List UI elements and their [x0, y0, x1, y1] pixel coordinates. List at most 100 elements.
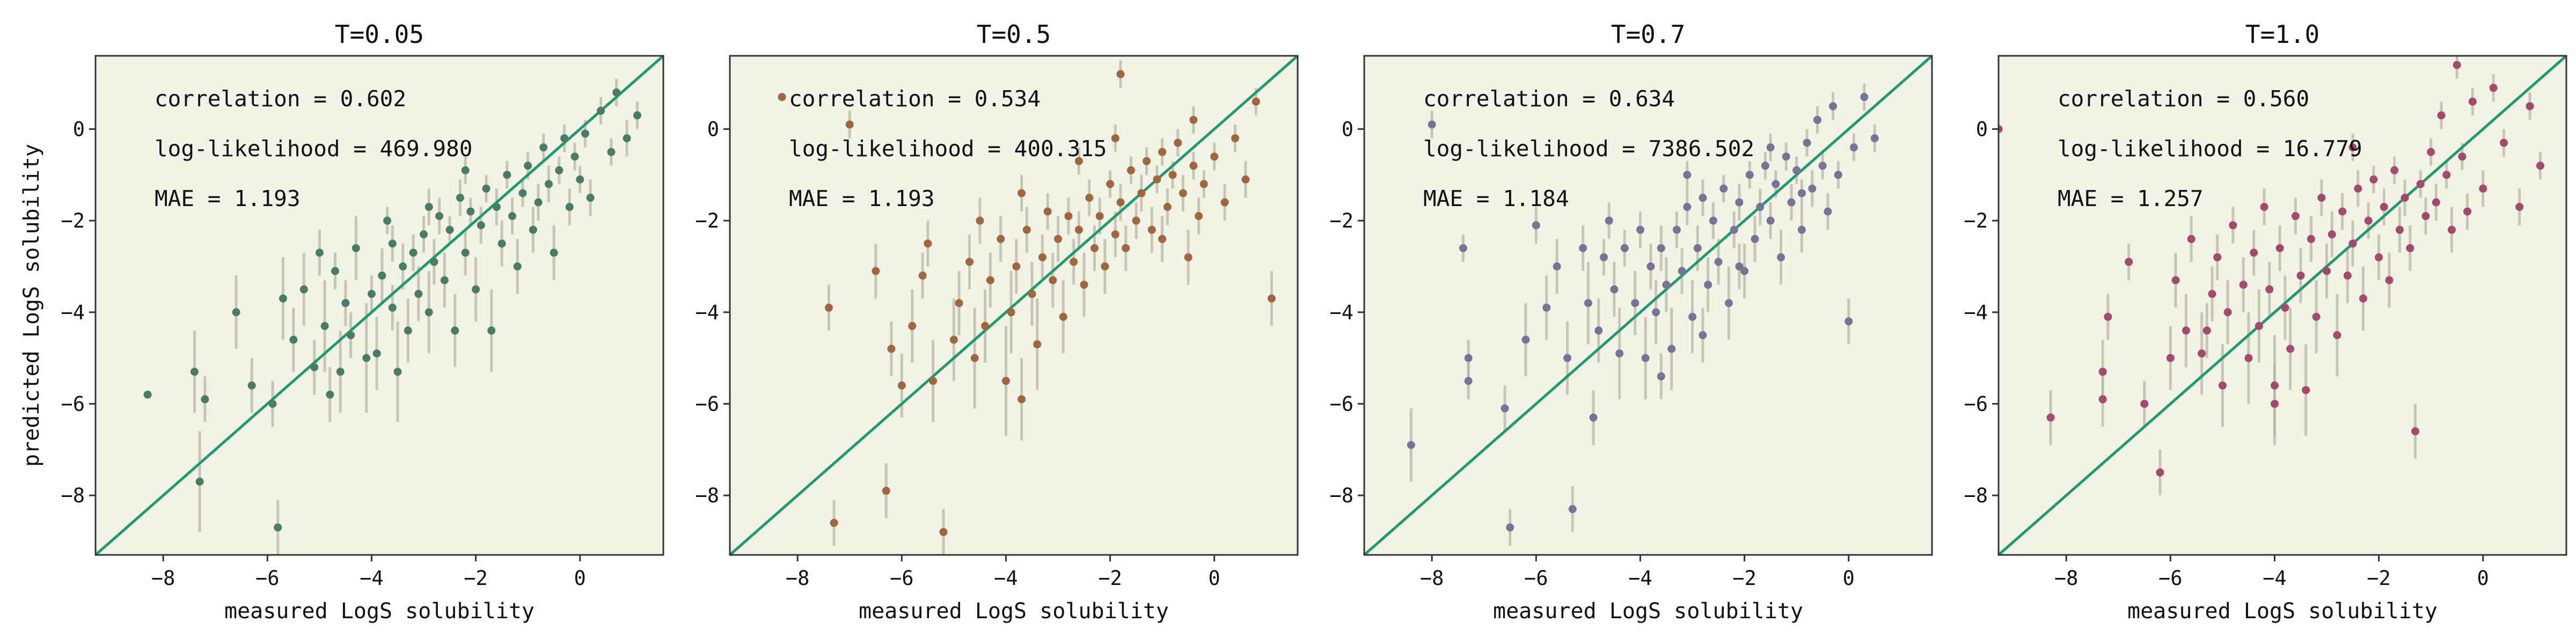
data-point: [555, 166, 564, 174]
panel-frame: [94, 55, 664, 556]
data-point: [1772, 180, 1780, 188]
data-point: [2275, 244, 2284, 252]
data-point: [939, 528, 948, 536]
data-point: [2333, 331, 2341, 339]
data-point: [2286, 345, 2295, 353]
data-point: [2281, 303, 2289, 312]
data-point: [2104, 312, 2112, 321]
data-point: [2182, 326, 2190, 335]
data-point: [633, 111, 641, 120]
y-tick-label: −2: [695, 209, 719, 232]
data-point: [824, 303, 833, 312]
data-point: [1018, 395, 1026, 404]
x-tick-label: −4: [1628, 567, 1652, 590]
x-tick-label: −6: [2158, 567, 2183, 590]
data-point: [2229, 221, 2237, 230]
data-point: [1464, 377, 1473, 385]
data-point: [1610, 285, 1619, 294]
data-point: [1022, 225, 1031, 234]
x-tick-label: −6: [255, 567, 280, 590]
data-point: [1189, 162, 1198, 170]
plot-area: [96, 56, 663, 555]
data-point: [1761, 162, 1769, 170]
data-point: [2500, 138, 2508, 147]
data-point: [2447, 225, 2456, 234]
data-point: [2323, 267, 2331, 275]
data-point: [1568, 505, 1577, 514]
data-point: [1521, 335, 1530, 344]
data-point: [362, 354, 371, 362]
y-tick-label: −6: [1964, 392, 1988, 415]
data-point: [1999, 125, 2003, 134]
panel-4: −8 −8 −6 −6 −4 −4 −2 −2 0 0 T=1.0 measured LogS sol…: [1964, 20, 2567, 624]
data-point: [1636, 225, 1644, 234]
data-point: [1646, 262, 1655, 270]
x-tick-label: 0: [1843, 567, 1855, 590]
data-point: [2406, 244, 2414, 252]
data-point: [1464, 354, 1473, 362]
log-likelihood-annotation: log-likelihood = 400.315: [789, 136, 1107, 162]
data-point: [336, 368, 345, 376]
x-tick-label: −4: [994, 567, 1018, 590]
data-point: [908, 321, 917, 330]
data-point: [2416, 180, 2425, 188]
data-point: [1792, 166, 1801, 174]
x-tick-label: −4: [360, 567, 384, 590]
data-point: [612, 88, 621, 97]
data-point: [1252, 97, 1260, 106]
log-likelihood-annotation: log-likelihood = 16.779: [2058, 136, 2362, 162]
data-point: [1106, 180, 1115, 188]
x-tick-label: −6: [1524, 567, 1548, 590]
data-point: [955, 299, 963, 308]
data-point: [1143, 157, 1151, 165]
data-point: [529, 225, 537, 234]
data-point: [1683, 203, 1692, 211]
data-point: [2302, 386, 2310, 394]
data-point: [2515, 203, 2524, 211]
data-point: [472, 285, 480, 294]
data-point: [1018, 189, 1026, 197]
y-tick-label: −4: [1329, 301, 1353, 324]
data-point: [2432, 198, 2440, 207]
data-point: [2343, 272, 2352, 280]
y-tick-label: 0: [73, 118, 85, 141]
y-tick-label: 0: [1342, 118, 1353, 141]
data-point: [1745, 171, 1754, 179]
y-tick-label: 0: [707, 118, 719, 141]
x-axis-label: measured LogS solubility: [2127, 599, 2438, 624]
data-point: [456, 193, 464, 202]
data-point: [1542, 303, 1551, 312]
y-tick-label: −8: [1329, 484, 1353, 507]
data-point: [2296, 272, 2305, 280]
data-point: [997, 235, 1005, 243]
data-point: [1428, 120, 1436, 129]
data-point: [1631, 299, 1640, 308]
data-point: [1860, 93, 1869, 101]
data-point: [1090, 244, 1099, 252]
data-point: [1074, 157, 1083, 165]
data-point: [1777, 253, 1785, 261]
data-point: [388, 239, 397, 248]
data-point: [2125, 258, 2133, 266]
data-point: [393, 368, 402, 376]
data-point: [2369, 175, 2378, 184]
data-point: [2536, 162, 2544, 170]
data-point: [1220, 198, 1229, 207]
data-point: [2223, 308, 2232, 317]
data-point: [2354, 184, 2362, 193]
data-point: [274, 523, 282, 532]
data-point: [1049, 276, 1057, 284]
data-point: [1085, 193, 1094, 202]
y-tick-label: −2: [1329, 209, 1353, 232]
data-point: [887, 345, 896, 353]
data-point: [1158, 148, 1167, 156]
data-point: [550, 248, 558, 257]
data-point: [1657, 244, 1665, 252]
data-point: [2239, 281, 2248, 289]
data-point: [830, 518, 838, 527]
data-point: [2364, 216, 2373, 225]
y-tick-label: −4: [61, 301, 85, 324]
chart-title: T=1.0: [2245, 20, 2319, 49]
data-point: [1724, 299, 1733, 308]
data-point: [1459, 244, 1467, 252]
